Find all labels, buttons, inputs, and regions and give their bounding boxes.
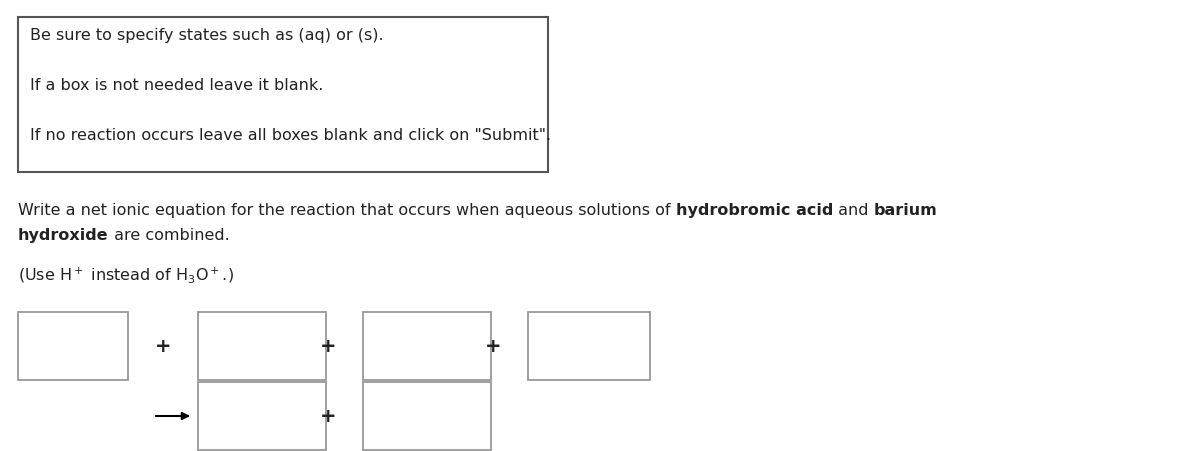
Text: If no reaction occurs leave all boxes blank and click on "Submit".: If no reaction occurs leave all boxes bl… bbox=[30, 128, 551, 143]
Bar bbox=[198, 382, 326, 450]
Text: +: + bbox=[319, 337, 336, 356]
Bar bbox=[18, 312, 128, 380]
Text: +: + bbox=[485, 337, 502, 356]
Bar bbox=[364, 312, 491, 380]
Text: are combined.: are combined. bbox=[109, 227, 229, 243]
Bar bbox=[364, 382, 491, 450]
Text: If a box is not needed leave it blank.: If a box is not needed leave it blank. bbox=[30, 78, 323, 93]
Bar bbox=[198, 312, 326, 380]
Text: hydrobromic acid: hydrobromic acid bbox=[676, 202, 833, 217]
Text: hydroxide: hydroxide bbox=[18, 227, 109, 243]
Text: Be sure to specify states such as (aq) or (s).: Be sure to specify states such as (aq) o… bbox=[30, 28, 384, 43]
Text: barium: barium bbox=[874, 202, 937, 217]
Bar bbox=[528, 312, 650, 380]
Bar bbox=[18, 18, 548, 173]
Text: and: and bbox=[833, 202, 874, 217]
Text: +: + bbox=[319, 407, 336, 426]
Text: Write a net ionic equation for the reaction that occurs when aqueous solutions o: Write a net ionic equation for the react… bbox=[18, 202, 676, 217]
Text: +: + bbox=[155, 337, 172, 356]
Text: (Use H$^+$ instead of H$_3$O$^+$.): (Use H$^+$ instead of H$_3$O$^+$.) bbox=[18, 264, 234, 284]
